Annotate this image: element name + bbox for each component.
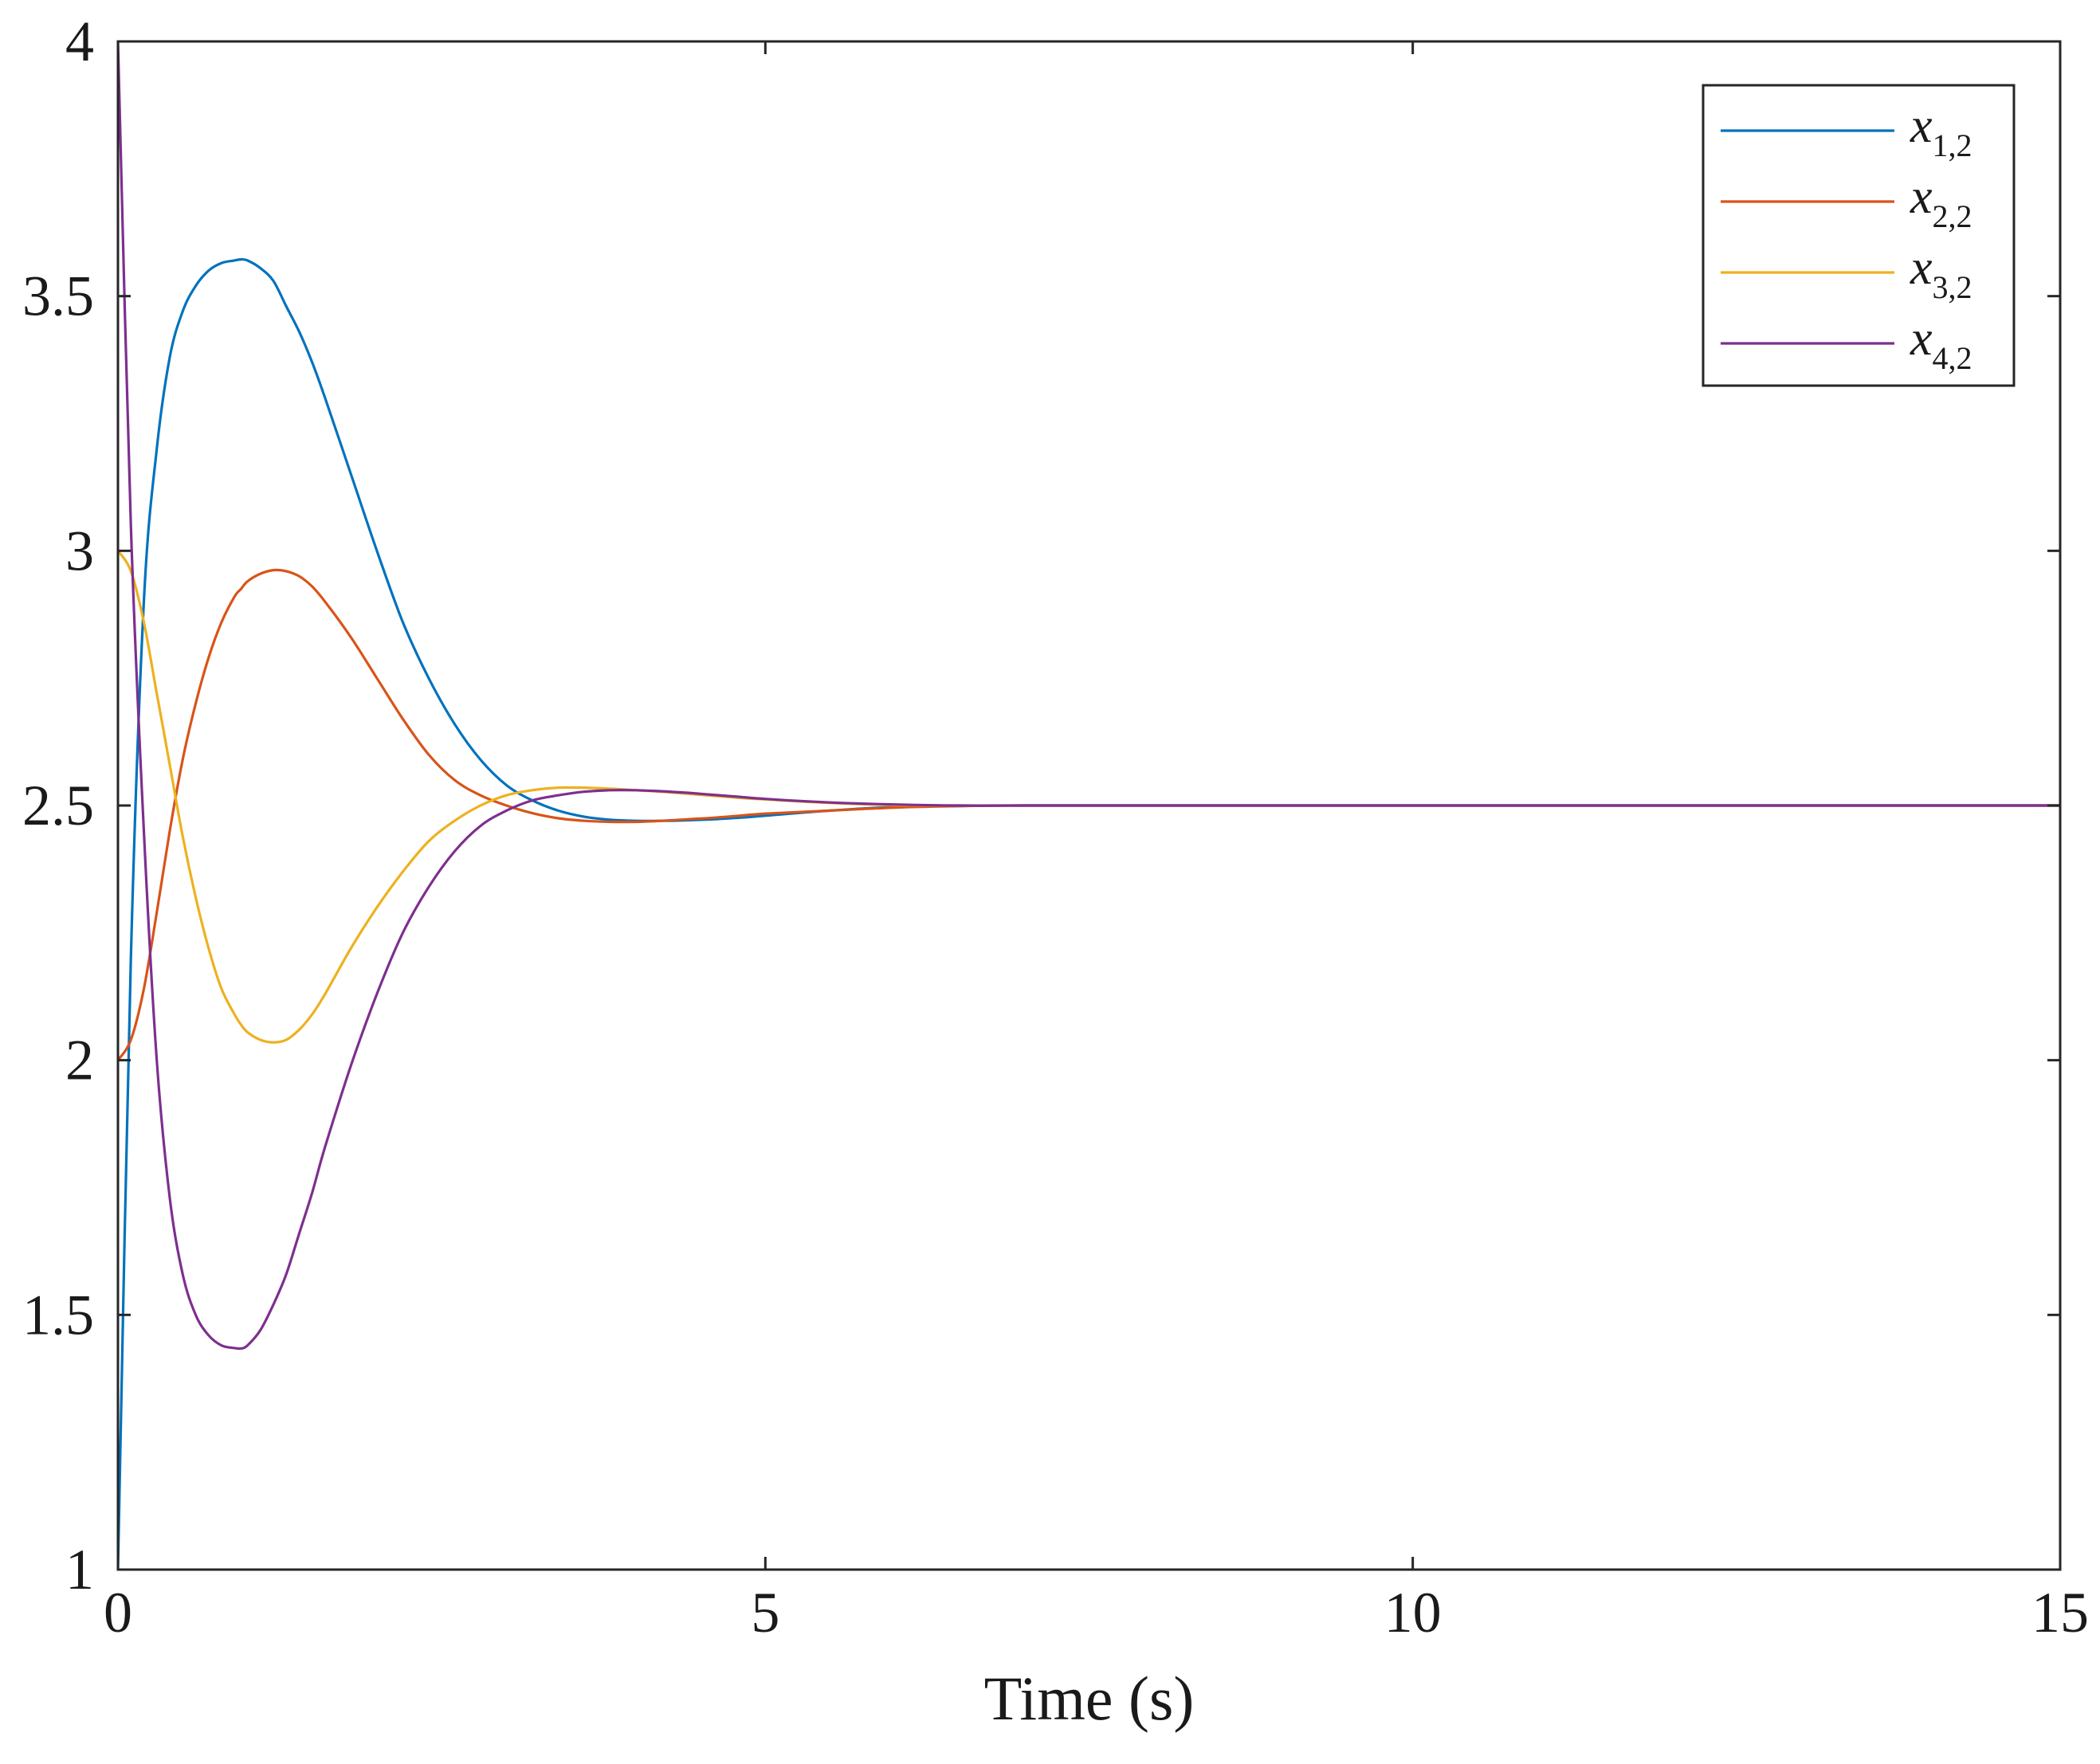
legend-entry-label: x2,2	[1910, 170, 1972, 234]
x-axis-title: Time (s)	[984, 1664, 1195, 1733]
x-tick-label: 15	[2031, 1581, 2089, 1644]
series-line-x4-2	[118, 41, 2060, 1350]
y-tick-label: 2.5	[22, 774, 94, 837]
y-tick-label: 1	[65, 1538, 94, 1601]
legend-box	[1702, 84, 2016, 387]
legend-entry-label: x3,2	[1910, 241, 1972, 305]
x-tick-label: 10	[1384, 1581, 1442, 1644]
y-tick-label: 3	[65, 519, 94, 582]
x-tick-label: 0	[104, 1581, 132, 1644]
y-tick-label: 2	[65, 1029, 94, 1092]
y-tick-label: 1.5	[22, 1283, 94, 1347]
legend: x1,2 x2,2 x3,2 x4,2	[1702, 84, 2016, 387]
series-layer	[118, 41, 2060, 1570]
x-tick-label: 5	[751, 1581, 779, 1644]
labels-layer: 0 5 10 15 1 1.5 2 2.5 3 3.5 4	[22, 10, 2089, 1644]
y-tick-label: 4	[65, 10, 94, 73]
plot-frame	[116, 40, 2062, 1571]
legend-entry-label: x4,2	[1910, 312, 1972, 376]
y-tick-label: 3.5	[22, 265, 94, 328]
legend-entry-label: x1,2	[1910, 99, 1972, 163]
